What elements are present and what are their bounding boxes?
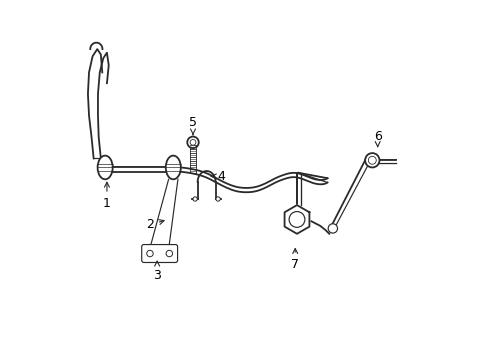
Circle shape (193, 197, 197, 201)
Ellipse shape (166, 156, 181, 179)
Text: 4: 4 (211, 170, 225, 183)
Circle shape (328, 224, 338, 233)
Circle shape (289, 212, 305, 227)
Circle shape (368, 156, 376, 164)
Circle shape (216, 197, 220, 201)
Text: 2: 2 (146, 218, 164, 231)
Text: 3: 3 (153, 261, 161, 282)
Circle shape (166, 250, 172, 257)
FancyBboxPatch shape (142, 244, 177, 262)
Circle shape (365, 153, 379, 167)
Text: 5: 5 (189, 116, 197, 135)
Circle shape (190, 139, 196, 145)
Text: 1: 1 (103, 182, 111, 210)
Circle shape (147, 250, 153, 257)
Polygon shape (285, 205, 309, 234)
Text: 6: 6 (374, 130, 382, 147)
Ellipse shape (98, 156, 113, 179)
Circle shape (187, 136, 199, 148)
Text: 7: 7 (291, 248, 299, 271)
